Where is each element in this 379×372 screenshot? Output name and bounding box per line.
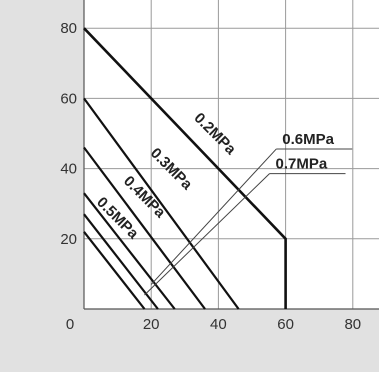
- series-lines: [83, 27, 287, 310]
- y-tick-label: 60: [60, 90, 77, 107]
- y-tick-label: 40: [60, 161, 77, 178]
- callout-leader: [144, 173, 270, 296]
- series-label-0.7MPa: 0.7MPa: [276, 156, 328, 173]
- x-tick-label: 40: [210, 316, 227, 333]
- series-line-0.4MPa: [83, 146, 206, 310]
- x-tick-label: 0: [66, 316, 74, 333]
- y-tick-labels: 20 40 60 80: [60, 20, 77, 248]
- x-tick-labels: 0 20 40 60 80: [66, 316, 361, 333]
- callout-leaders: [144, 148, 353, 296]
- y-tick-label: 20: [60, 231, 77, 248]
- x-tick-label: 60: [277, 316, 294, 333]
- series-line-0.2MPa: [83, 27, 287, 309]
- plot-area: [84, 0, 379, 309]
- callout-leader: [150, 148, 277, 285]
- x-tick-label: 80: [344, 316, 361, 333]
- series-line-0.5MPa: [83, 192, 176, 310]
- gridlines: [83, 0, 379, 310]
- y-tick-label: 80: [60, 20, 77, 37]
- series-label-0.6MPa: 0.6MPa: [282, 131, 334, 148]
- x-tick-label: 20: [143, 316, 160, 333]
- series-line-0.3MPa: [83, 97, 240, 310]
- series-line-0.7MPa: [83, 231, 146, 310]
